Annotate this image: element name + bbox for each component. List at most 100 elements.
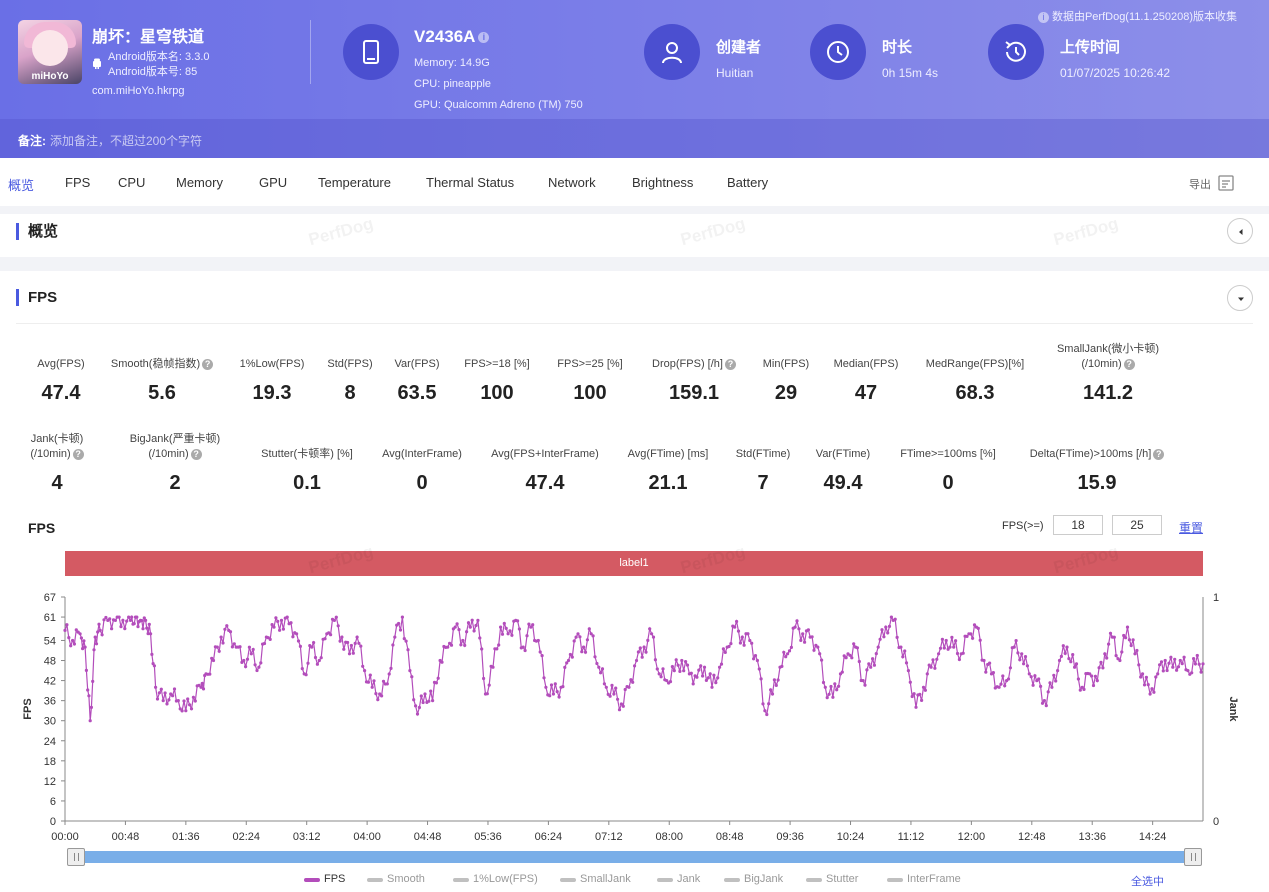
fps-point[interactable] bbox=[121, 618, 125, 622]
fps-point[interactable] bbox=[640, 655, 644, 659]
fps-point[interactable] bbox=[691, 682, 695, 686]
fps-point[interactable] bbox=[91, 679, 95, 683]
fps-point[interactable] bbox=[295, 632, 299, 636]
fps-point[interactable] bbox=[852, 642, 856, 646]
legend-item[interactable]: 1%Low(FPS) bbox=[473, 873, 538, 885]
fps-point[interactable] bbox=[912, 692, 916, 696]
fps-point[interactable] bbox=[593, 655, 597, 659]
fps-point[interactable] bbox=[1031, 683, 1035, 687]
fps-point[interactable] bbox=[431, 699, 435, 703]
fps-collapse-button[interactable] bbox=[1227, 285, 1253, 311]
fps-point[interactable] bbox=[81, 647, 85, 651]
fps-point[interactable] bbox=[1131, 638, 1135, 642]
fps-point[interactable] bbox=[87, 694, 91, 698]
fps-point[interactable] bbox=[818, 652, 822, 656]
fps-point[interactable] bbox=[1129, 643, 1133, 648]
legend-swatch[interactable] bbox=[724, 878, 740, 882]
fps-point[interactable] bbox=[247, 645, 251, 649]
fps-point[interactable] bbox=[587, 627, 591, 631]
fps-point[interactable] bbox=[878, 637, 882, 641]
fps-point[interactable] bbox=[355, 635, 359, 639]
fps-point[interactable] bbox=[544, 685, 548, 689]
fps-point[interactable] bbox=[1176, 665, 1181, 669]
fps-point[interactable] bbox=[387, 672, 391, 676]
fps-point[interactable] bbox=[165, 702, 169, 706]
fps-point[interactable] bbox=[1016, 651, 1020, 655]
threshold-input-1[interactable] bbox=[1053, 515, 1103, 535]
fps-point[interactable] bbox=[735, 619, 739, 624]
fps-point[interactable] bbox=[278, 628, 282, 632]
fps-point[interactable] bbox=[119, 625, 123, 629]
fps-point[interactable] bbox=[923, 688, 928, 692]
fps-point[interactable] bbox=[676, 663, 680, 667]
fps-point[interactable] bbox=[1195, 653, 1199, 658]
fps-point[interactable] bbox=[161, 699, 165, 703]
fps-point[interactable] bbox=[1199, 670, 1203, 674]
fps-point[interactable] bbox=[406, 648, 410, 652]
fps-point[interactable] bbox=[946, 647, 950, 651]
legend-item[interactable]: InterFrame bbox=[907, 873, 961, 885]
fps-point[interactable] bbox=[1122, 633, 1126, 638]
fps-point[interactable] bbox=[92, 648, 96, 652]
fps-point[interactable] bbox=[904, 661, 909, 665]
fps-point[interactable] bbox=[145, 626, 149, 630]
fps-point[interactable] bbox=[1076, 677, 1080, 681]
fps-point[interactable] bbox=[102, 618, 106, 622]
fps-point[interactable] bbox=[1082, 687, 1086, 691]
fps-point[interactable] bbox=[1046, 690, 1050, 694]
fps-point[interactable] bbox=[525, 634, 529, 638]
fps-point[interactable] bbox=[472, 629, 476, 633]
fps-point[interactable] bbox=[600, 667, 605, 671]
fps-point[interactable] bbox=[1103, 652, 1107, 656]
fps-point[interactable] bbox=[863, 683, 867, 687]
fps-point[interactable] bbox=[812, 648, 816, 652]
fps-point[interactable] bbox=[1093, 674, 1097, 678]
fps-point[interactable] bbox=[417, 705, 421, 710]
fps-point[interactable] bbox=[867, 662, 871, 666]
fps-point[interactable] bbox=[557, 695, 561, 699]
fps-point[interactable] bbox=[98, 628, 102, 632]
fps-point[interactable] bbox=[211, 658, 216, 663]
fps-point[interactable] bbox=[942, 646, 946, 650]
fps-point[interactable] bbox=[740, 635, 744, 639]
fps-point[interactable] bbox=[499, 625, 503, 629]
time-range-slider[interactable] bbox=[68, 851, 1198, 863]
fps-point[interactable] bbox=[718, 665, 722, 669]
fps-point[interactable] bbox=[253, 663, 257, 667]
fps-point[interactable] bbox=[347, 652, 352, 656]
fps-point[interactable] bbox=[861, 679, 865, 683]
fps-point[interactable] bbox=[742, 643, 746, 647]
fps-point[interactable] bbox=[706, 676, 710, 680]
fps-point[interactable] bbox=[74, 628, 78, 632]
fps-point[interactable] bbox=[674, 658, 678, 662]
fps-point[interactable] bbox=[727, 644, 731, 649]
fps-point[interactable] bbox=[1135, 648, 1139, 653]
fps-point[interactable] bbox=[370, 685, 374, 689]
fps-point[interactable] bbox=[855, 646, 860, 650]
fps-point[interactable] bbox=[152, 664, 156, 668]
fps-point[interactable] bbox=[1148, 692, 1152, 696]
fps-point[interactable] bbox=[466, 621, 471, 625]
fps-point[interactable] bbox=[285, 615, 289, 619]
fps-point[interactable] bbox=[1163, 658, 1167, 663]
fps-point[interactable] bbox=[850, 656, 854, 660]
fps-point[interactable] bbox=[984, 670, 988, 674]
fps-point[interactable] bbox=[633, 664, 637, 668]
fps-point[interactable] bbox=[1193, 662, 1197, 666]
fps-point[interactable] bbox=[971, 636, 975, 640]
fps-point[interactable] bbox=[602, 682, 607, 686]
fps-point[interactable] bbox=[1108, 631, 1113, 635]
fps-point[interactable] bbox=[576, 632, 580, 636]
fps-point[interactable] bbox=[1074, 662, 1079, 666]
fps-point[interactable] bbox=[93, 635, 97, 639]
fps-point[interactable] bbox=[259, 661, 263, 665]
fps-point[interactable] bbox=[470, 618, 474, 622]
fps-point[interactable] bbox=[1033, 674, 1037, 678]
fps-point[interactable] bbox=[329, 633, 333, 637]
reset-link[interactable]: 重置 bbox=[1179, 521, 1204, 535]
fps-point[interactable] bbox=[363, 669, 367, 673]
help-icon[interactable]: ? bbox=[724, 358, 736, 370]
fps-point[interactable] bbox=[920, 698, 924, 702]
fps-point[interactable] bbox=[655, 667, 659, 671]
note-bar[interactable]: 备注: 添加备注，不超过200个字符 bbox=[0, 119, 1269, 158]
